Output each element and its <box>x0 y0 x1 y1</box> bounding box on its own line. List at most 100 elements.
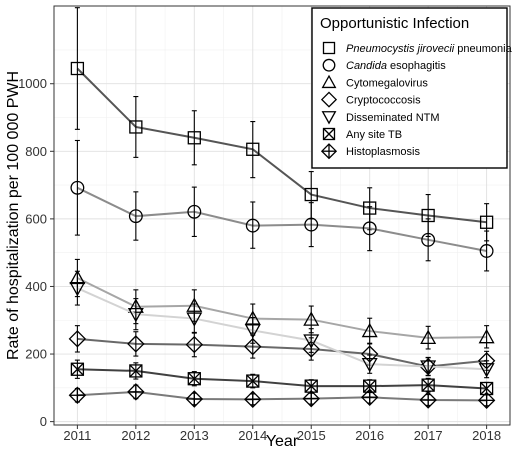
error-bar <box>74 270 80 306</box>
data-point <box>419 391 437 409</box>
series-line <box>77 337 487 368</box>
legend-key <box>322 58 336 72</box>
data-point <box>362 221 377 236</box>
error-bar <box>425 218 431 262</box>
legend-item-2: Candida esophagitis <box>322 58 446 72</box>
data-point <box>361 358 378 373</box>
data-point <box>186 312 203 327</box>
legend-title: Opportunistic Infection <box>320 15 469 32</box>
data-point <box>303 334 320 349</box>
data-point <box>360 388 379 407</box>
series-line <box>76 277 487 339</box>
x-axis-title: Year <box>266 433 299 450</box>
error-bar <box>367 206 373 252</box>
series-6 <box>70 359 494 396</box>
legend-key <box>320 91 338 108</box>
data-point <box>479 215 494 229</box>
series-7 <box>68 383 496 410</box>
legend-item-3: Cytomegalovirus <box>321 74 428 89</box>
legend-label: Histoplasmosis <box>346 146 420 158</box>
legend-key <box>321 111 337 125</box>
series-3 <box>69 258 495 350</box>
data-point <box>245 218 260 233</box>
data-point <box>303 311 320 326</box>
data-point <box>127 335 145 353</box>
data-point <box>244 324 261 339</box>
legend-key <box>321 74 337 89</box>
data-point <box>70 362 85 376</box>
error-bar <box>74 139 80 236</box>
y-tick-label: 600 <box>25 211 47 226</box>
data-point <box>244 337 262 356</box>
legend-item-5: Disseminated NTM <box>321 111 440 125</box>
series-2 <box>70 139 494 272</box>
data-point <box>129 120 143 134</box>
legend-label: Any site TB <box>346 129 402 141</box>
series-1 <box>70 7 494 242</box>
data-point <box>129 364 143 378</box>
y-axis-title: Rate of hospitalization per 100 000 PWH <box>5 71 22 360</box>
data-point <box>127 383 145 401</box>
legend: Opportunistic Infection Pneumocystis jiro… <box>311 7 513 169</box>
data-point <box>68 386 87 404</box>
data-point <box>244 390 262 409</box>
error-bar <box>133 298 139 331</box>
data-point <box>185 390 204 408</box>
x-tick-label: 2018 <box>472 428 501 443</box>
series-line <box>76 287 487 371</box>
y-tick-label: 800 <box>25 144 47 159</box>
series-line <box>76 186 487 252</box>
error-bar <box>250 316 256 344</box>
x-tick-label: 2012 <box>121 428 150 443</box>
data-point <box>187 204 202 219</box>
y-tick-label: 400 <box>25 279 47 294</box>
error-bar <box>250 201 256 249</box>
error-bar <box>74 7 80 130</box>
x-tick-label: 2011 <box>63 428 91 443</box>
error-bar <box>74 325 80 353</box>
data-point <box>68 330 87 348</box>
data-point <box>478 328 495 344</box>
data-point <box>361 322 378 338</box>
x-tick-label: 2016 <box>355 428 384 443</box>
error-bar <box>191 303 197 334</box>
error-bar <box>484 230 490 272</box>
data-point <box>185 335 204 354</box>
data-point <box>421 232 436 247</box>
y-tick-label: 1000 <box>18 76 47 91</box>
data-point <box>304 217 319 232</box>
data-point <box>478 363 495 378</box>
legend-key <box>322 41 336 55</box>
legend-label: Cytomegalovirus <box>346 77 428 89</box>
data-point <box>420 360 437 375</box>
data-point <box>302 340 320 358</box>
legend-label: Disseminated NTM <box>346 112 440 124</box>
error-bar <box>133 191 139 241</box>
data-point <box>479 244 494 258</box>
data-point <box>246 142 260 156</box>
data-point <box>302 389 320 408</box>
legend-label: Pneumocystis jirovecii pneumonia <box>346 43 513 55</box>
error-bar <box>250 121 256 179</box>
legend-label: Cryptococcosis <box>346 95 421 107</box>
error-bar <box>133 96 139 158</box>
x-tick-label: 2013 <box>180 428 209 443</box>
x-tick-label: 2017 <box>414 428 443 443</box>
y-tick-label: 200 <box>25 347 47 362</box>
data-point <box>477 391 496 410</box>
legend-item-1: Pneumocystis jirovecii pneumonia <box>322 41 513 55</box>
data-point <box>421 378 435 392</box>
legend-box <box>311 7 508 169</box>
data-point <box>70 180 85 195</box>
series-line <box>77 368 487 390</box>
error-bar <box>191 186 197 237</box>
series-line <box>77 390 487 402</box>
legend-item-7: Histoplasmosis <box>320 143 420 160</box>
plot-border <box>53 5 511 426</box>
series-line <box>76 67 487 224</box>
legend-key <box>322 127 336 141</box>
data-point <box>69 281 86 297</box>
data-point <box>128 209 143 224</box>
x-tick-label: 2015 <box>297 428 326 443</box>
